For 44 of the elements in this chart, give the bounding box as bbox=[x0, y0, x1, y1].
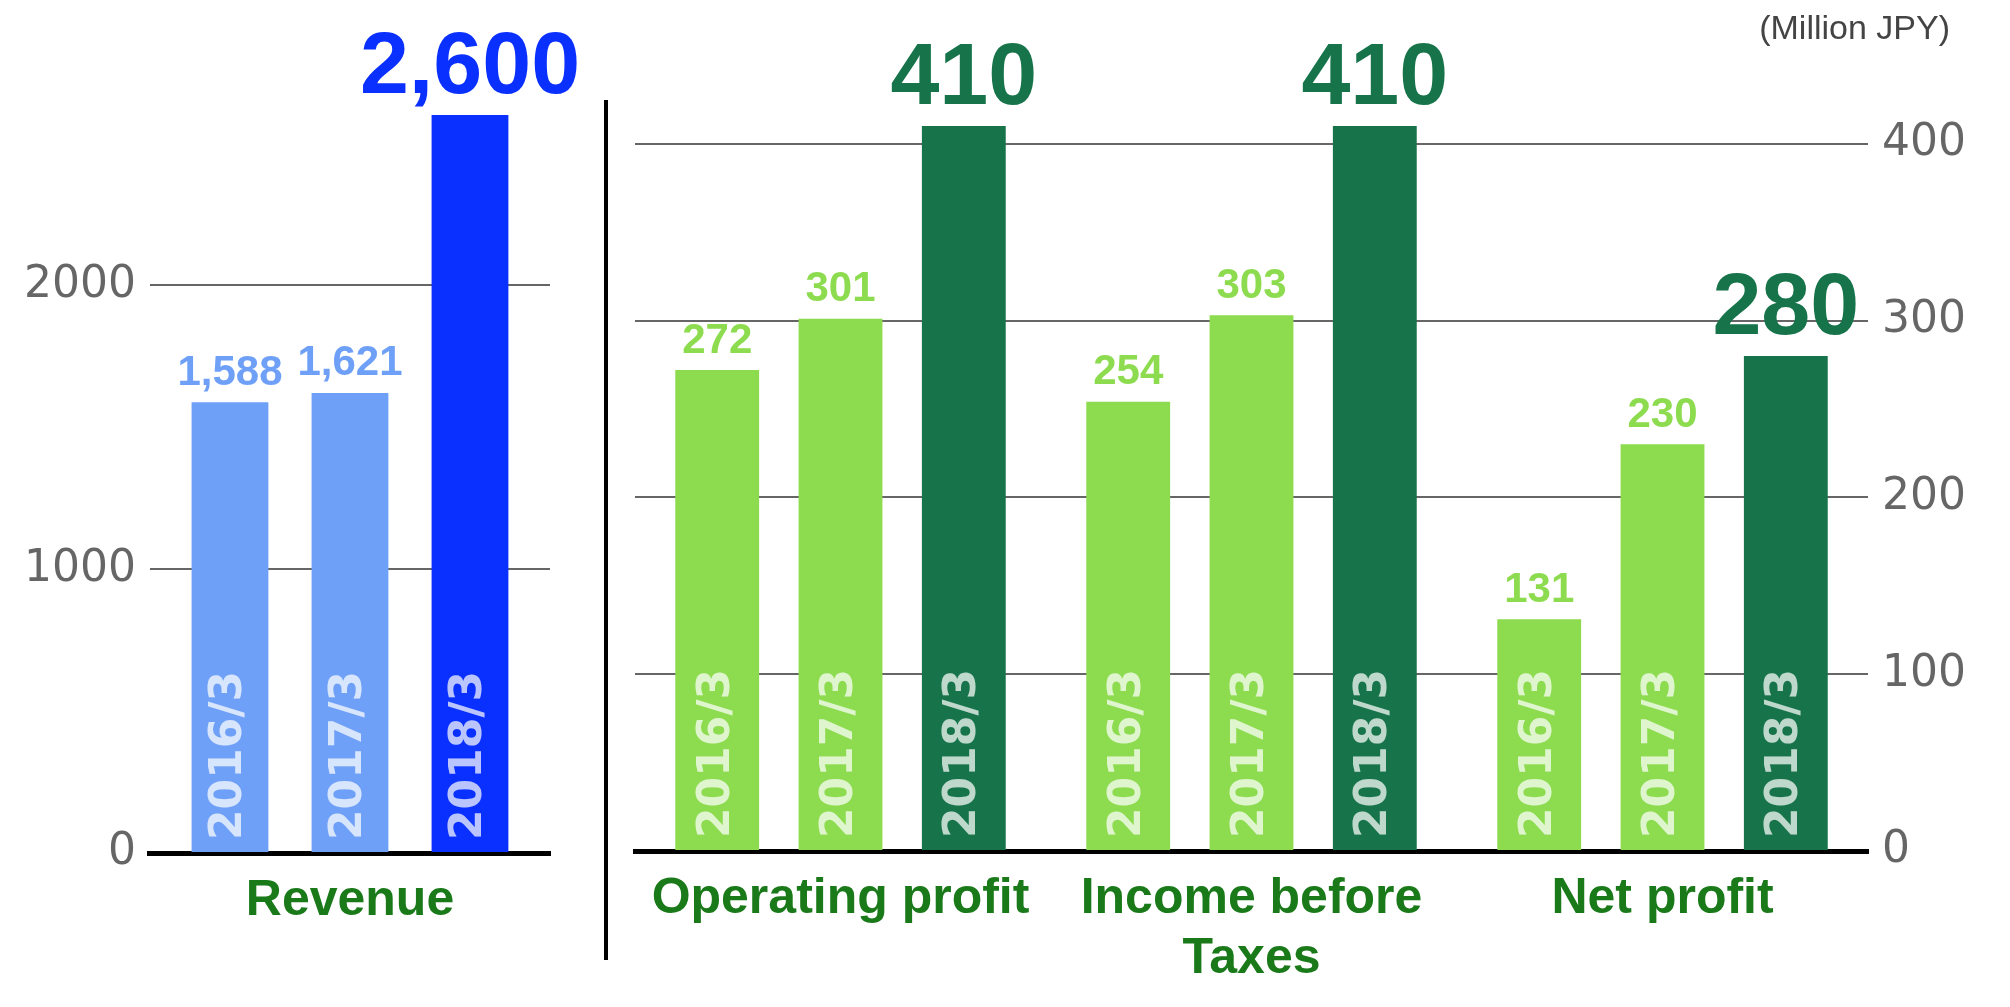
series-label: 2017/3 bbox=[810, 668, 862, 838]
bar bbox=[675, 370, 760, 850]
text: (Million JPY) bbox=[1759, 8, 1950, 47]
bar bbox=[1332, 126, 1417, 850]
text: 2018/3 bbox=[1756, 668, 1808, 838]
y-tick-label: 0 bbox=[107, 823, 136, 875]
text: 2,600 bbox=[359, 13, 581, 113]
text: 1,588 bbox=[177, 346, 283, 394]
bar bbox=[921, 126, 1006, 850]
series-label: 2016/3 bbox=[687, 668, 739, 838]
y-tick-label: 100 bbox=[1882, 644, 1966, 696]
text: 2017/3 bbox=[1632, 668, 1684, 838]
data-label: 254 bbox=[1093, 346, 1164, 394]
data-label: 303 bbox=[1216, 259, 1287, 307]
y-tick-label: 0 bbox=[1882, 821, 1911, 873]
bar bbox=[1620, 444, 1705, 850]
text: 2016/3 bbox=[1098, 668, 1150, 838]
text: 2017/3 bbox=[1221, 668, 1273, 838]
series-label: 2017/3 bbox=[320, 670, 372, 840]
text: 1,621 bbox=[297, 337, 403, 385]
series-label: 2016/3 bbox=[200, 670, 252, 840]
text: 2016/3 bbox=[1509, 668, 1561, 838]
series-label: 2018/3 bbox=[440, 670, 492, 840]
bar bbox=[1086, 401, 1171, 850]
text: 2018/3 bbox=[1345, 668, 1397, 838]
data-label: 410 bbox=[1301, 24, 1449, 124]
data-label: 272 bbox=[682, 314, 753, 362]
x-tick-label: Income before Taxes bbox=[1080, 867, 1423, 984]
data-label: 230 bbox=[1627, 388, 1698, 436]
data-label: 131 bbox=[1504, 563, 1575, 611]
y-tick-label: 400 bbox=[1882, 114, 1966, 166]
bar bbox=[798, 318, 883, 850]
x-tick-label: Revenue bbox=[245, 869, 455, 926]
series-label: 2018/3 bbox=[934, 668, 986, 838]
y-tick-label: 1000 bbox=[23, 539, 136, 591]
y-tick-label: 200 bbox=[1882, 467, 1966, 519]
y-tick-label: 300 bbox=[1882, 290, 1966, 342]
data-label: 410 bbox=[890, 24, 1038, 124]
bar bbox=[1209, 315, 1294, 850]
y-tick-label: 2000 bbox=[23, 255, 136, 307]
data-label: 301 bbox=[805, 263, 876, 311]
bar bbox=[1743, 355, 1828, 850]
x-tick-label: Net profit bbox=[1551, 867, 1774, 924]
x-tick-label: Operating profit bbox=[651, 867, 1030, 924]
